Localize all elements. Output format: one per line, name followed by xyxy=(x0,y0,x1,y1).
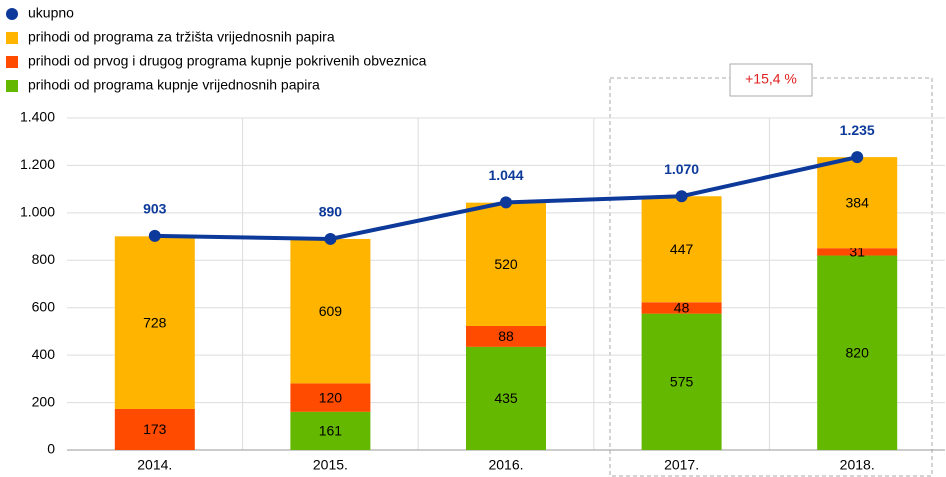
data-label: 173 xyxy=(143,421,167,437)
y-tick-label: 1.000 xyxy=(20,204,55,220)
x-tick-label: 2016. xyxy=(488,457,523,473)
data-label: 120 xyxy=(319,389,343,405)
data-label: 435 xyxy=(494,390,518,406)
bar-segment xyxy=(466,325,546,347)
bar-segment xyxy=(290,383,371,412)
bar-segment xyxy=(466,202,546,326)
bar-segment xyxy=(114,236,195,409)
bar-segment xyxy=(817,248,898,256)
point xyxy=(675,190,688,203)
data-label: 447 xyxy=(670,241,694,257)
data-label: 161 xyxy=(319,423,343,439)
annotation: +15,4 % xyxy=(745,71,797,87)
bar-segment xyxy=(290,238,371,384)
legend-label: ukupno xyxy=(28,5,74,21)
bar-segment xyxy=(817,255,898,450)
legend-marker xyxy=(6,8,18,20)
bar-segment xyxy=(290,411,371,450)
y-tick-label: 1.400 xyxy=(20,109,55,125)
y-tick-label: 800 xyxy=(32,251,56,267)
bar-segment xyxy=(641,313,722,450)
point xyxy=(851,151,864,164)
data-label: 820 xyxy=(846,344,870,360)
bar-segment xyxy=(114,408,195,450)
y-tick-label: 400 xyxy=(32,346,56,362)
bar-segment xyxy=(817,157,898,249)
y-tick-label: 0 xyxy=(47,441,55,457)
data-label: 88 xyxy=(498,328,514,344)
data-label: 728 xyxy=(143,314,167,330)
legend-label: prihodi od programa za tržišta vrijednos… xyxy=(28,29,335,45)
line-label: 1.070 xyxy=(664,161,699,177)
legend-marker xyxy=(6,80,18,92)
line-label: 1.044 xyxy=(488,167,523,183)
point xyxy=(148,229,161,242)
data-label: 575 xyxy=(670,374,694,390)
legend-label: prihodi od prvog i drugog programa kupnj… xyxy=(28,53,427,69)
legend-label: prihodi od programa kupnje vrijednosnih … xyxy=(28,77,320,93)
legend-marker xyxy=(6,32,18,44)
line-label: 1.235 xyxy=(840,122,875,138)
y-tick-label: 200 xyxy=(32,393,56,409)
bar-segment xyxy=(466,346,546,450)
data-label: 609 xyxy=(319,303,343,319)
x-tick-label: 2018. xyxy=(840,457,875,473)
x-tick-label: 2017. xyxy=(664,457,699,473)
line-label: 890 xyxy=(319,204,343,220)
x-tick-label: 2014. xyxy=(137,457,172,473)
data-label: 384 xyxy=(846,194,870,210)
y-tick-label: 1.200 xyxy=(20,156,55,172)
point xyxy=(324,232,337,245)
y-tick-label: 600 xyxy=(32,298,56,314)
legend-marker xyxy=(6,56,18,68)
data-label: 48 xyxy=(674,300,690,316)
point xyxy=(500,196,512,209)
line-label: 903 xyxy=(143,201,167,217)
data-label: 520 xyxy=(494,256,518,272)
bar-segment xyxy=(641,196,722,303)
annotation-box xyxy=(729,63,813,97)
x-tick-label: 2015. xyxy=(313,457,348,473)
bar-segment xyxy=(641,302,722,314)
